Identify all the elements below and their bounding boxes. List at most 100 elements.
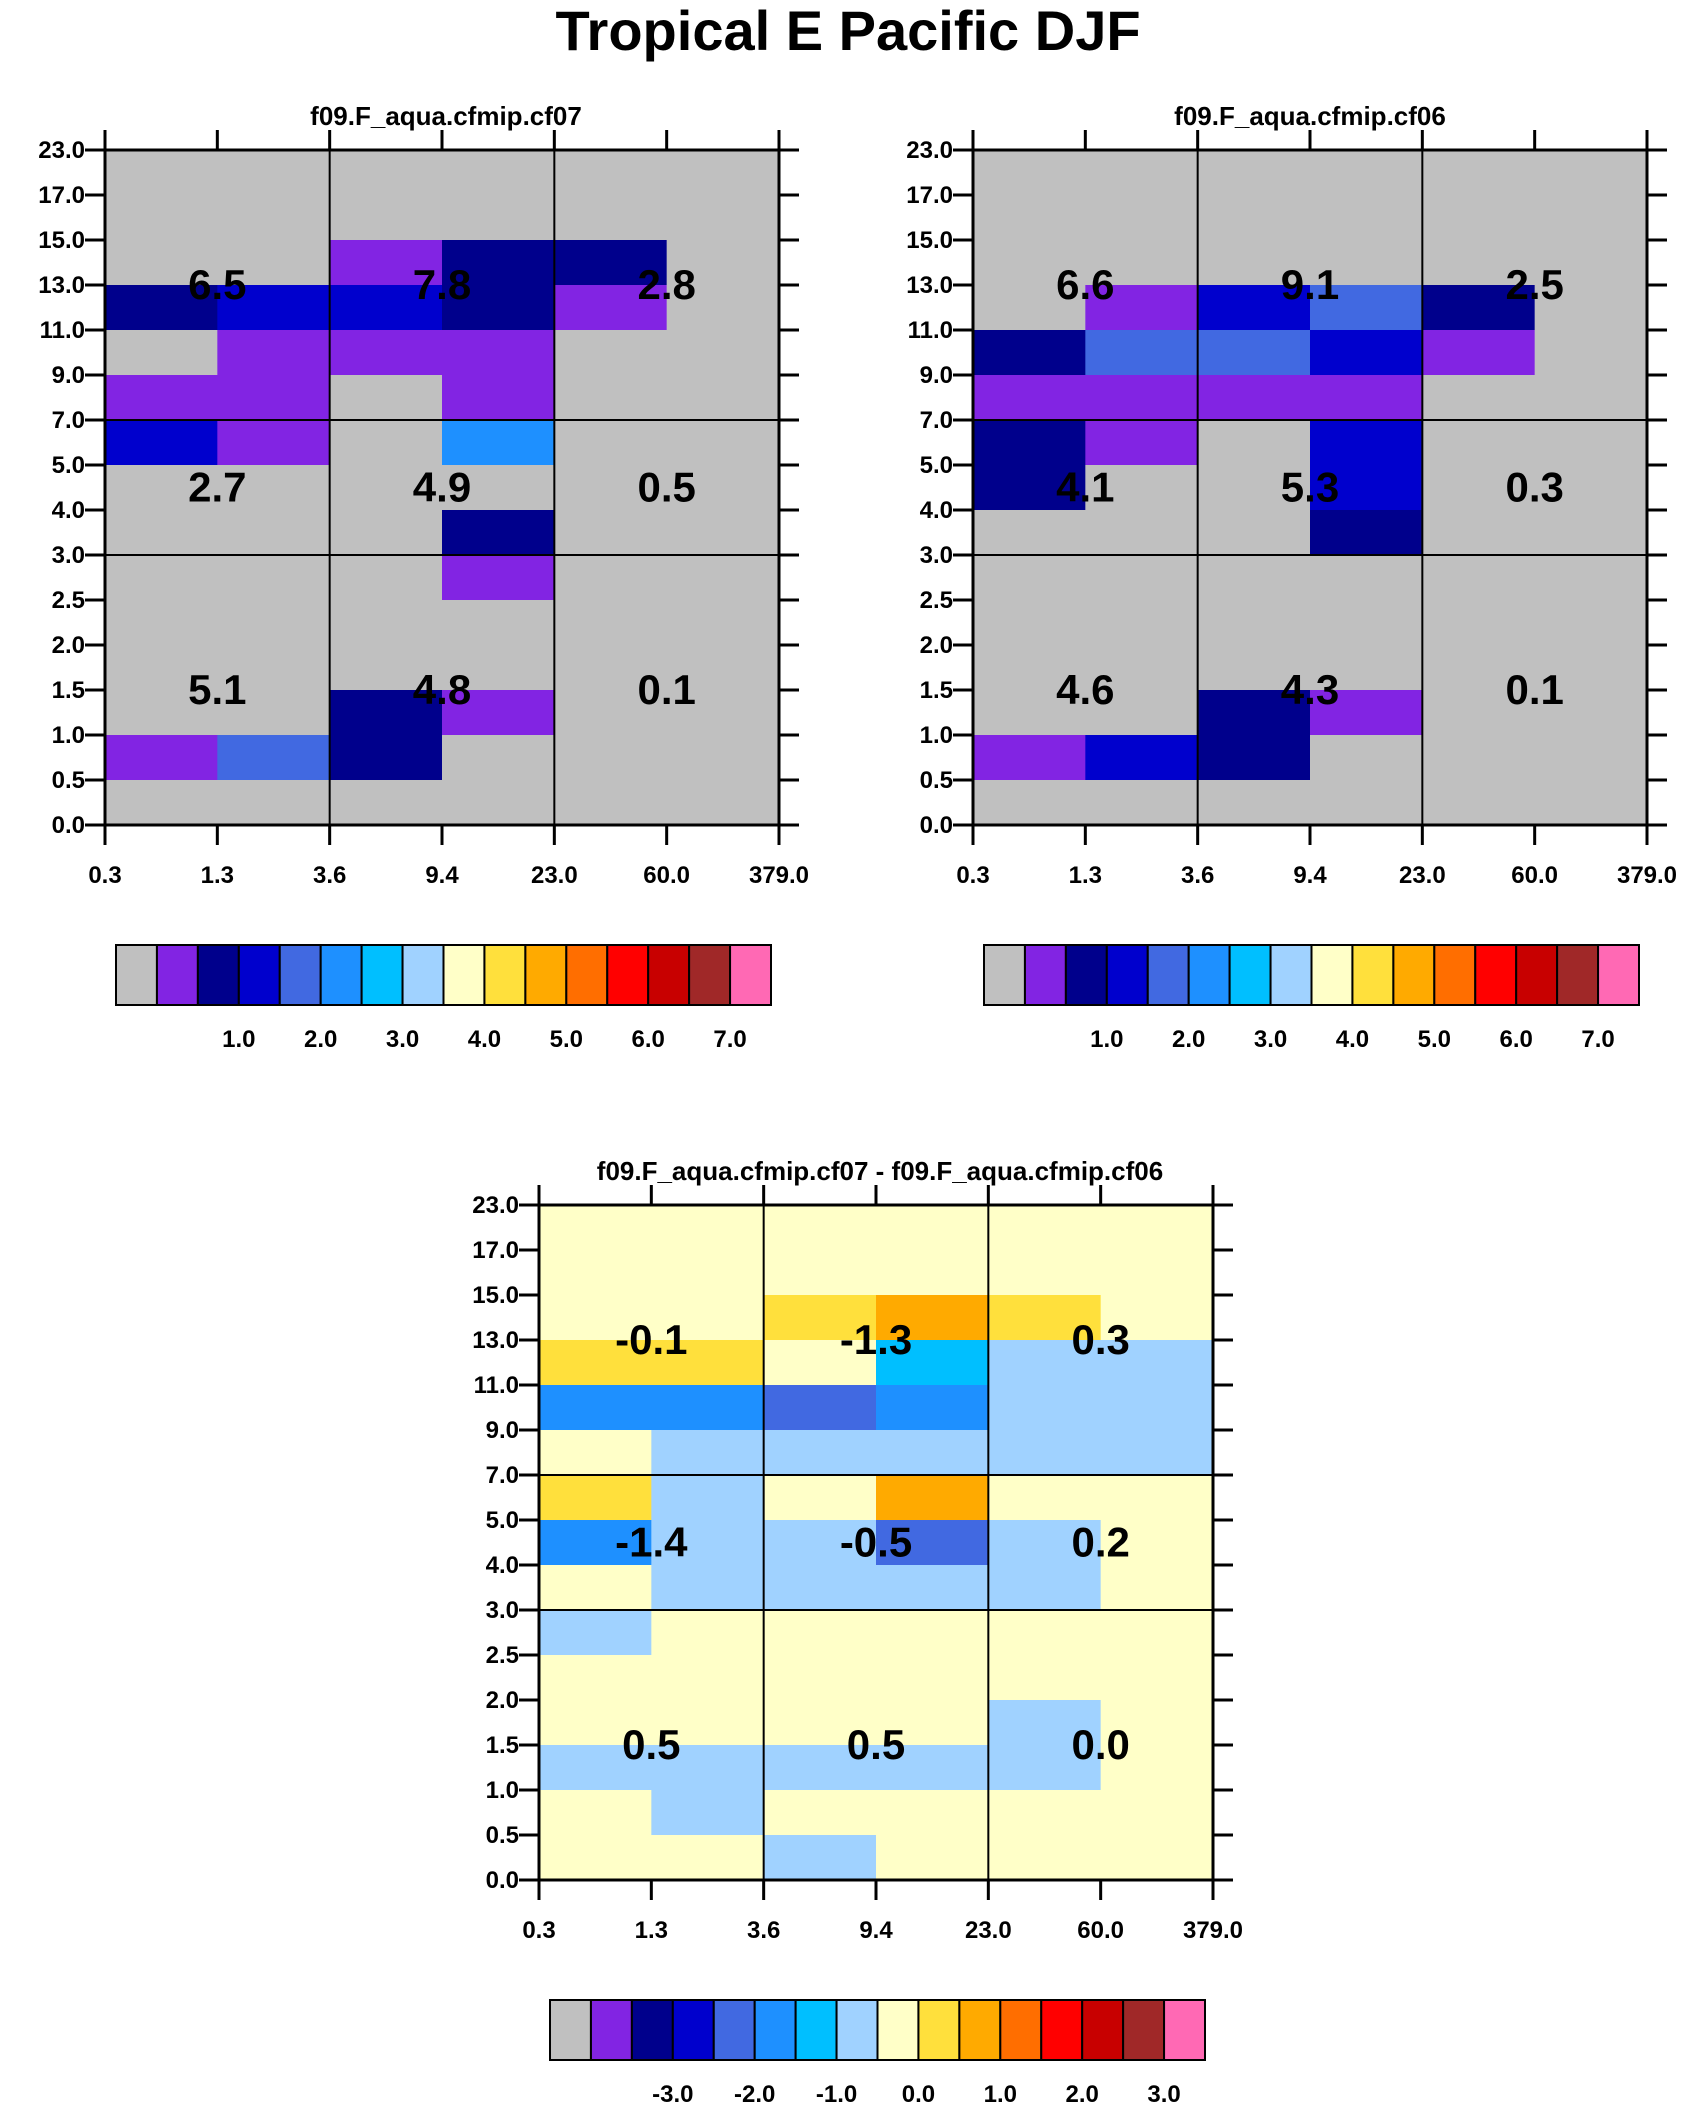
heatmap-cell	[1534, 555, 1648, 601]
y-tick-label: 1.0	[920, 722, 953, 749]
heatmap-cell	[1100, 1835, 1214, 1881]
block-value-label: 4.8	[413, 666, 471, 713]
y-tick-label: 1.5	[920, 677, 953, 704]
block-value-label: -0.1	[615, 1316, 687, 1363]
heatmap-cell	[554, 285, 668, 331]
colorbar-label: -1.0	[816, 2081, 857, 2108]
block-value-label: 2.7	[188, 464, 246, 511]
heatmap-cell	[1085, 465, 1199, 511]
block-value-label: 0.5	[622, 1721, 680, 1768]
heatmap-cell	[666, 330, 780, 376]
y-tick-label: 3.0	[486, 1597, 519, 1624]
heatmap-cell	[666, 420, 780, 466]
colorbar-swatch	[278, 944, 322, 1006]
heatmap-cell	[1085, 780, 1199, 826]
x-tick-label: 23.0	[531, 862, 578, 889]
heatmap-cell	[554, 690, 668, 736]
heatmap-cell	[973, 150, 1086, 196]
colorbar-label: 0.0	[902, 2081, 935, 2108]
block-value-label: 6.5	[188, 261, 246, 308]
heatmap-cell	[1310, 240, 1423, 286]
heatmap-cell	[763, 1385, 877, 1431]
colorbar-label: 4.0	[468, 1026, 501, 1053]
heatmap-cell	[329, 510, 443, 556]
colorbar-swatch	[1187, 944, 1231, 1006]
heatmap-cell	[1100, 1790, 1214, 1836]
heatmap-cell	[329, 330, 443, 376]
heatmap-cell	[217, 510, 331, 556]
colorbar-swatch	[647, 944, 691, 1006]
y-tick-label: 1.5	[52, 677, 85, 704]
heatmap-cell	[554, 780, 668, 826]
x-tick-label: 9.4	[859, 1917, 893, 1944]
heatmap-cell	[876, 1295, 989, 1341]
colorbar-swatch	[115, 944, 158, 1006]
heatmap-cell	[763, 1520, 877, 1566]
heatmap-cell	[1310, 330, 1423, 376]
block-value-label: 5.1	[188, 666, 246, 713]
heatmap-cell	[1100, 1430, 1214, 1476]
heatmap-cell	[1085, 150, 1199, 196]
heatmap-cell	[1534, 330, 1648, 376]
y-tick-label: 0.5	[52, 767, 85, 794]
heatmap-cell	[988, 1250, 1102, 1296]
heatmap-cell	[1422, 645, 1536, 691]
colorbar-swatch	[1474, 944, 1518, 1006]
colorbar-swatch	[1040, 1999, 1084, 2061]
heatmap-cell	[763, 1340, 877, 1386]
heatmap-cell	[442, 780, 555, 826]
block-value-label: -1.4	[615, 1519, 688, 1566]
heatmap-cell	[973, 240, 1086, 286]
heatmap-cell	[666, 195, 780, 241]
block-value-label: 6.6	[1056, 261, 1114, 308]
heatmap-cell	[1310, 780, 1423, 826]
heatmap-cell	[1422, 195, 1536, 241]
heatmap-cell	[666, 465, 780, 511]
colorbar-swatch	[729, 944, 772, 1006]
heatmap-cf06: f09.F_aqua.cfmip.cf06 0.0 0.5 1.0 1.5 2.0 2.5…	[906, 101, 1677, 1053]
heatmap-cell	[105, 600, 218, 646]
heatmap-cell	[973, 690, 1086, 736]
heatmap-cell	[539, 1835, 652, 1881]
y-tick-label: 4.0	[52, 497, 85, 524]
colorbar-swatch	[606, 944, 650, 1006]
heatmap-cell	[442, 195, 555, 241]
heatmap-cell	[539, 1610, 652, 1656]
heatmap-cell	[763, 1700, 877, 1746]
heatmap-cell	[1100, 1610, 1214, 1656]
y-tick-label: 2.5	[920, 587, 953, 614]
colorbar-swatch	[630, 1999, 674, 2061]
y-tick-label: 17.0	[906, 182, 953, 209]
heatmap-cell	[105, 150, 218, 196]
block-value-label: 0.5	[637, 464, 695, 511]
heatmap-cell	[105, 510, 218, 556]
heatmap-cell	[329, 285, 443, 331]
panel-title: f09.F_aqua.cfmip.cf07 - f09.F_aqua.cfmip…	[597, 1156, 1163, 1186]
heatmap-cell	[539, 1475, 652, 1521]
block-value-label: 4.1	[1056, 464, 1114, 511]
colorbar-swatch	[1392, 944, 1436, 1006]
y-tick-label: 13.0	[38, 272, 85, 299]
heatmap-cell	[973, 510, 1086, 556]
heatmap-cell	[217, 195, 331, 241]
heatmap-cell	[554, 375, 668, 421]
colorbar-swatch	[1023, 944, 1067, 1006]
heatmap-cell	[329, 195, 443, 241]
heatmap-cell	[666, 735, 780, 781]
y-tick-label: 23.0	[906, 137, 953, 164]
heatmap-cell	[1422, 690, 1536, 736]
colorbar-swatch	[917, 1999, 961, 2061]
colorbar-swatch	[1310, 944, 1354, 1006]
heatmap-cell	[539, 1385, 652, 1431]
block-value-label: 4.9	[413, 464, 471, 511]
heatmap-cell	[105, 690, 218, 736]
colorbar-swatch	[712, 1999, 756, 2061]
colorbar-label: 1.0	[984, 2081, 1017, 2108]
y-tick-label: 11.0	[474, 1372, 519, 1399]
heatmap-cell	[217, 780, 331, 826]
x-tick-label: 60.0	[1511, 862, 1558, 889]
heatmap-cell	[1422, 465, 1536, 511]
block-value-label: 0.3	[1071, 1316, 1129, 1363]
heatmap-cell	[442, 465, 555, 511]
heatmap-cell	[666, 600, 780, 646]
